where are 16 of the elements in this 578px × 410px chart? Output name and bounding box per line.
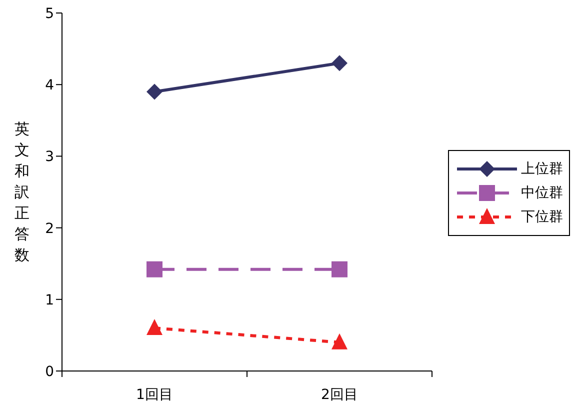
point [332, 261, 348, 278]
y-tick-label: 4 [45, 78, 54, 94]
y-tick-label: 0 [45, 364, 54, 380]
y-tick-label: 3 [45, 149, 54, 166]
legend-label: 下位群 [521, 208, 563, 226]
legend-label: 中位群 [521, 184, 563, 202]
legend-label: 上位群 [521, 160, 563, 178]
y-axis-title: 英文和訳正答数 [14, 120, 30, 264]
x-tick-label: 1回目 [136, 387, 173, 403]
point [146, 84, 162, 100]
point [146, 261, 162, 278]
y-tick-label: 5 [45, 6, 54, 22]
y-tick-label: 2 [45, 220, 54, 237]
y-tick-label: 1 [45, 292, 54, 308]
point [332, 55, 348, 72]
x-tick-label: 2回目 [321, 387, 358, 403]
